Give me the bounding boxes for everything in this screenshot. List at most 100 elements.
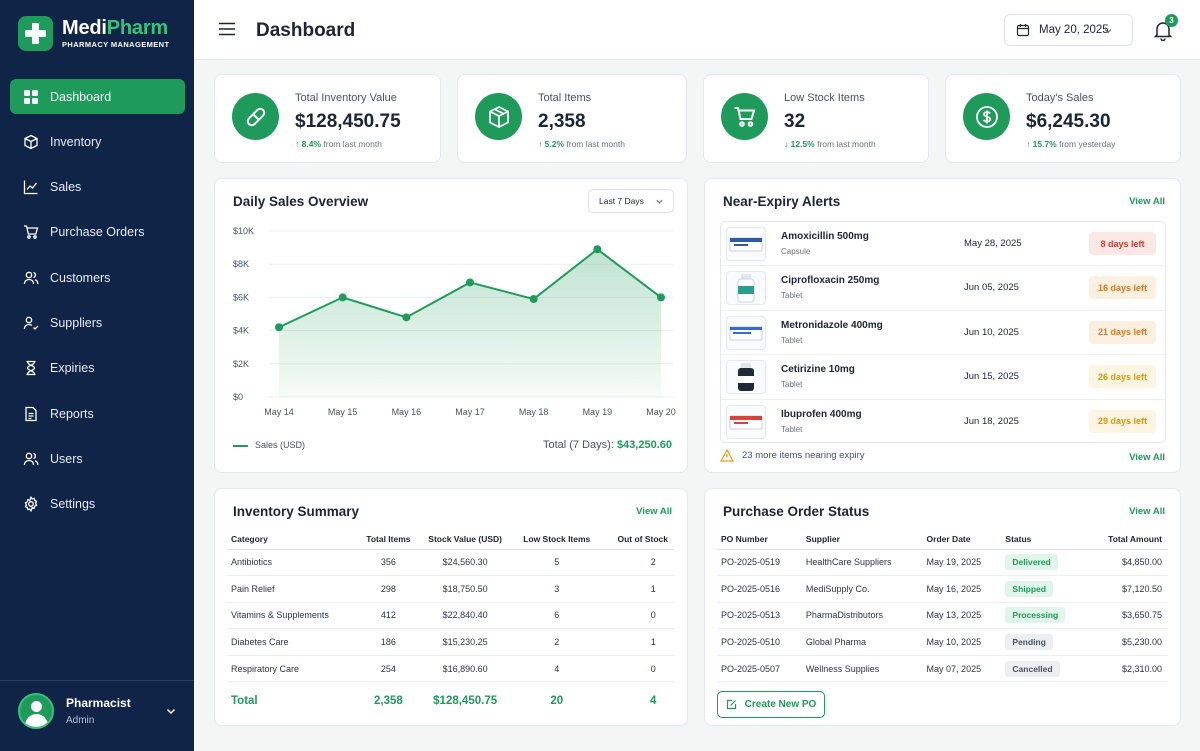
status-badge: Pending bbox=[1005, 634, 1053, 651]
table-cell: Diabetes Care bbox=[227, 628, 360, 656]
table-cell: 3 bbox=[513, 575, 601, 603]
sidebar-item-reports[interactable]: Reports bbox=[10, 396, 185, 431]
medicine-form: Tablet bbox=[781, 380, 803, 390]
stat-change: ↑ 8.4% from last month bbox=[295, 139, 382, 149]
stat-card-todays-sales[interactable]: Today's Sales $6,245.30 ↑ 15.7% from yes… bbox=[945, 74, 1181, 163]
users-icon bbox=[23, 271, 39, 284]
stat-change-value: 12.5% bbox=[790, 139, 815, 149]
sidebar-item-sales[interactable]: Sales bbox=[10, 170, 185, 205]
stat-change-text: from last month bbox=[817, 139, 876, 149]
y-tick-label: $6K bbox=[233, 292, 249, 302]
dollar-icon bbox=[963, 93, 1010, 140]
medicine-box-icon bbox=[726, 404, 766, 439]
table-row[interactable]: Vitamins & Supplements 412 $22,840.40 6 0 bbox=[227, 602, 674, 630]
date-picker[interactable]: May 20, 2025 bbox=[1004, 14, 1133, 46]
table-cell: 2,358 bbox=[374, 695, 403, 708]
order-date: May 07, 2025 bbox=[922, 655, 1002, 683]
chevron-down-icon[interactable] bbox=[165, 705, 177, 717]
user-profile[interactable]: Pharmacist Admin bbox=[0, 680, 194, 751]
total-amount: $3,650.75 bbox=[1087, 602, 1168, 630]
supplier-name: PharmaDistributors bbox=[801, 602, 923, 630]
list-item[interactable]: Cetirizine 10mg Tablet Jun 15, 2025 26 d… bbox=[721, 355, 1165, 400]
sidebar-item-users[interactable]: Users bbox=[10, 441, 185, 476]
date-range-select[interactable]: Last 7 Days bbox=[588, 189, 674, 213]
page-title: Dashboard bbox=[256, 20, 356, 41]
list-item[interactable]: Metronidazole 400mg Tablet Jun 10, 2025 … bbox=[721, 311, 1165, 356]
table-row[interactable]: PO-2025-0513 PharmaDistributors May 13, 20… bbox=[717, 602, 1168, 630]
stat-card-total-items[interactable]: Total Items 2,358 ↑ 5.2% from last month bbox=[457, 74, 687, 163]
medicine-form: Tablet bbox=[781, 291, 803, 301]
column-header: Total Items bbox=[359, 529, 418, 550]
table-cell: 2 bbox=[600, 549, 674, 577]
table-cell: 0 bbox=[600, 655, 674, 683]
medicine-name: Amoxicillin 500mg bbox=[781, 231, 869, 242]
list-item[interactable]: Ciprofloxacin 250mg Tablet Jun 05, 2025 … bbox=[721, 266, 1165, 311]
view-all-link[interactable]: View All bbox=[1129, 196, 1165, 207]
total-amount: $7,120.50 bbox=[1087, 575, 1168, 603]
view-all-link[interactable]: View All bbox=[1129, 452, 1165, 463]
expiry-date: May 28, 2025 bbox=[964, 238, 1022, 249]
series-area bbox=[279, 249, 661, 397]
stat-value: 32 bbox=[784, 111, 806, 132]
medicine-bottle-icon bbox=[726, 271, 766, 306]
days-left-badge: 21 days left bbox=[1089, 320, 1156, 344]
menu-icon[interactable] bbox=[218, 21, 236, 37]
status-badge: Shipped bbox=[1005, 580, 1053, 597]
sidebar-item-label: Reports bbox=[50, 406, 94, 421]
table-cell: 186 bbox=[359, 628, 418, 656]
table-total-row: Total 2,358 $128,450.75 20 4 bbox=[227, 682, 674, 720]
sidebar-item-dashboard[interactable]: Dashboard bbox=[10, 79, 185, 114]
sidebar-item-purchase-orders[interactable]: Purchase Orders bbox=[10, 215, 185, 250]
stat-change-percent: ↓ 12.5% bbox=[784, 139, 815, 149]
table-cell: 5 bbox=[513, 549, 601, 577]
list-item[interactable]: Ibuprofen 400mg Tablet Jun 18, 2025 29 d… bbox=[721, 400, 1165, 444]
sidebar-item-label: Users bbox=[50, 451, 83, 466]
status-badge: Cancelled bbox=[1005, 660, 1060, 677]
table-cell: 6 bbox=[513, 602, 601, 630]
table-row[interactable]: PO-2025-0510 Global Pharma May 10, 2025 Pen… bbox=[717, 628, 1168, 656]
po-number: PO-2025-0510 bbox=[717, 628, 802, 656]
medicine-name: Cetirizine 10mg bbox=[781, 364, 855, 376]
card-title: Near-Expiry Alerts bbox=[723, 194, 841, 209]
sidebar-item-customers[interactable]: Customers bbox=[10, 260, 185, 295]
brand-name-part2: Pharm bbox=[106, 17, 169, 39]
table-row[interactable]: PO-2025-0516 MediSupply Co. May 16, 2025 Sh… bbox=[717, 575, 1168, 603]
list-item[interactable]: Amoxicillin 500mg Capsule May 28, 2025 8… bbox=[721, 222, 1165, 267]
pill-icon bbox=[232, 93, 279, 140]
table-row[interactable]: Diabetes Care 186 $15,230.25 2 1 bbox=[227, 628, 674, 656]
hourglass-icon bbox=[26, 361, 36, 376]
table-row[interactable]: Antibiotics 356 $24,560.30 5 2 bbox=[227, 549, 674, 577]
cart-icon bbox=[24, 225, 39, 240]
stat-card-inventory-value[interactable]: Total Inventory Value $128,450.75 ↑ 8.4%… bbox=[214, 74, 441, 163]
table-cell: 0 bbox=[600, 602, 674, 630]
status-cell: Processing bbox=[1001, 602, 1088, 630]
sidebar-item-inventory[interactable]: Inventory bbox=[10, 124, 185, 159]
table-row[interactable]: Pain Relief 298 $18,750.50 3 1 bbox=[227, 575, 674, 603]
days-left-badge: 16 days left bbox=[1089, 276, 1156, 300]
column-header: Out of Stock bbox=[600, 529, 674, 550]
po-number: PO-2025-0507 bbox=[717, 655, 802, 683]
sidebar-item-settings[interactable]: Settings bbox=[10, 487, 185, 522]
table-cell: Total bbox=[231, 695, 258, 708]
stat-card-low-stock[interactable]: Low Stock Items 32 ↓ 12.5% from last mon… bbox=[703, 74, 929, 163]
expiry-date: Jun 10, 2025 bbox=[964, 326, 1019, 338]
stat-label: Today's Sales bbox=[1026, 92, 1094, 104]
create-new-po-button[interactable]: Create New PO bbox=[717, 691, 825, 718]
stat-change-value: 15.7% bbox=[1032, 139, 1057, 149]
medicine-bottle-icon bbox=[726, 360, 766, 395]
stat-change-percent: ↑ 5.2% bbox=[538, 139, 564, 149]
table-row[interactable]: PO-2025-0507 Wellness Supplies May 07, 202… bbox=[717, 655, 1168, 683]
data-point bbox=[529, 295, 538, 304]
sidebar-item-suppliers[interactable]: Suppliers bbox=[10, 305, 185, 340]
medicine-box-icon bbox=[726, 227, 766, 261]
x-tick-label: May 19 bbox=[583, 407, 613, 417]
sidebar-item-expiries[interactable]: Expiries bbox=[10, 351, 185, 386]
brand-logo[interactable]: MediPharm PHARMACY MANAGEMENT bbox=[18, 16, 169, 51]
purchase-order-table: PO Number Supplier Order Date Status Tot… bbox=[717, 529, 1168, 683]
view-all-link[interactable]: View All bbox=[636, 506, 672, 517]
table-row[interactable]: Respiratory Care 254 $16,890.60 4 0 bbox=[227, 655, 674, 683]
table-cell: 254 bbox=[359, 655, 418, 683]
table-row[interactable]: PO-2025-0519 HealthCare Suppliers May 19, … bbox=[717, 549, 1168, 577]
order-date: May 19, 2025 bbox=[922, 549, 1002, 577]
view-all-link[interactable]: View All bbox=[1129, 506, 1165, 517]
